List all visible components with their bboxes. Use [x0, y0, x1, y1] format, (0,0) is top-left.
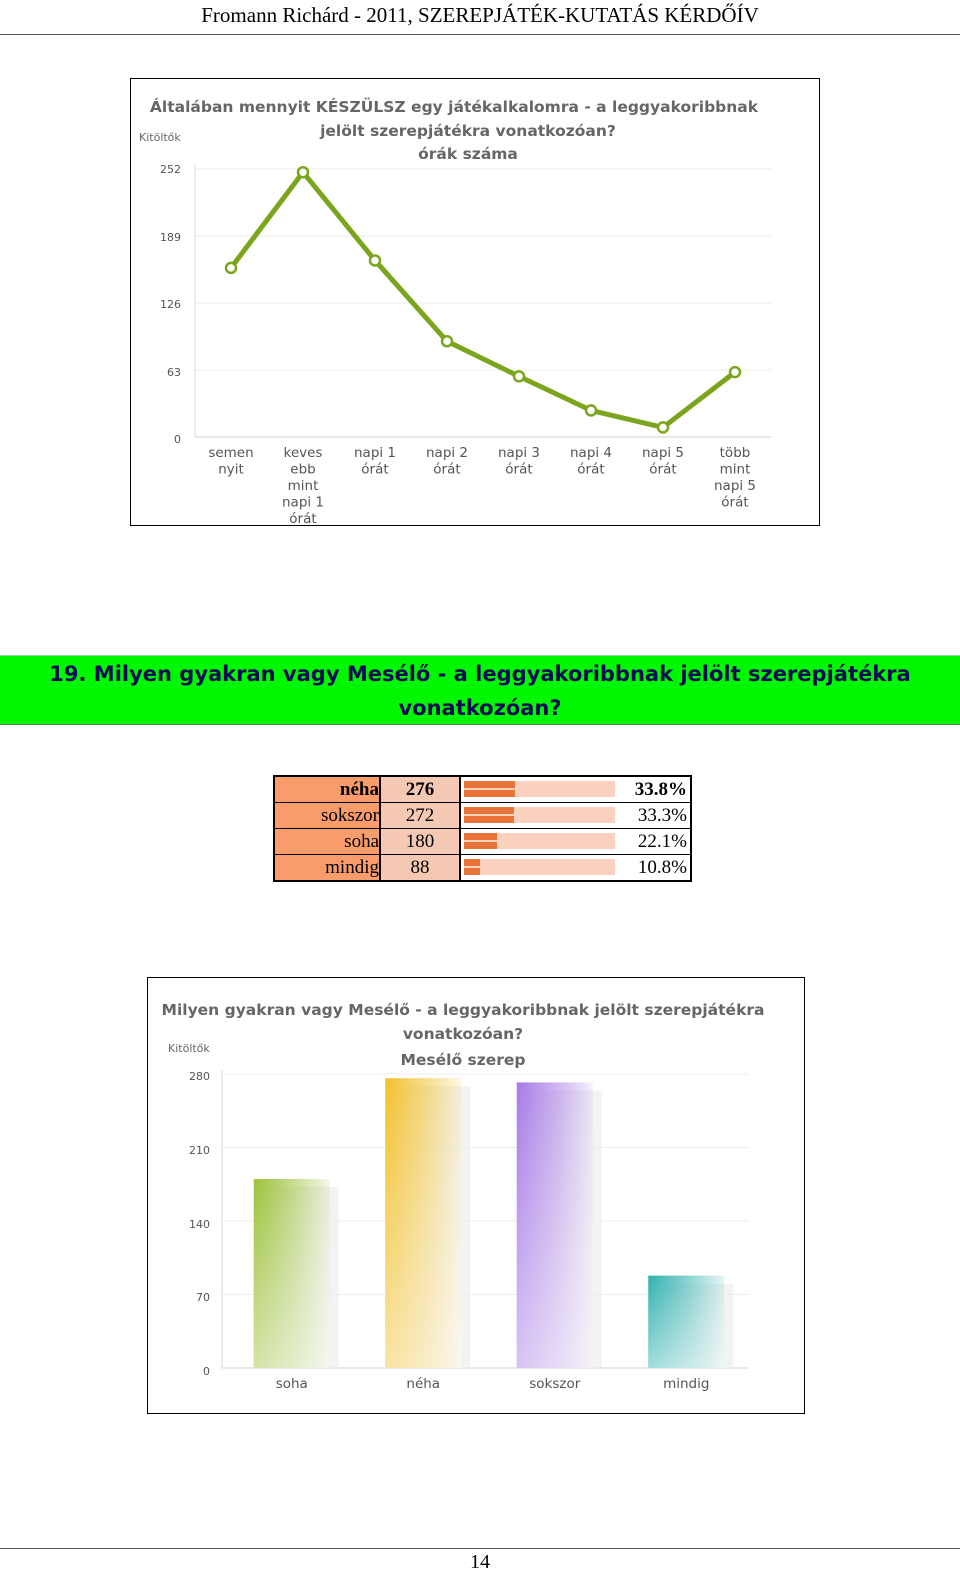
x-tick-label: néha [406, 1376, 440, 1392]
question-heading: 19. Milyen gyakran vagy Mesélő - a leggy… [0, 655, 960, 725]
row-bar-cell [460, 854, 617, 881]
chart-title-line3: Mesélő szerep [400, 1051, 525, 1069]
table-row: soha 180 22.1% [274, 828, 691, 855]
bar-fill [464, 781, 515, 797]
x-tick-label: napi 5 órát [642, 445, 684, 478]
row-bar-cell [460, 802, 617, 829]
x-axis-categories: semen nyit keves ebb mint napi 1 órát napi 1 órá… [208, 445, 756, 527]
x-tick-label: napi 3 órát [498, 445, 540, 478]
bar-highlight [516, 1082, 593, 1368]
bar-track [464, 859, 615, 875]
row-label: mindig [274, 854, 381, 881]
data-point [584, 404, 598, 417]
question-line2: vonatkozóan? [398, 696, 562, 720]
frequency-table: néha 276 33.8% sokszor 272 33.3% soha 18… [273, 775, 692, 882]
question-line1: 19. Milyen gyakran vagy Mesélő - a leggy… [49, 662, 911, 686]
bar-fill [464, 833, 497, 849]
bar-fill [464, 859, 480, 875]
data-point [512, 370, 526, 383]
row-percent: 10.8% [637, 856, 687, 878]
page-number: 14 [470, 1551, 490, 1573]
data-point [656, 421, 670, 434]
line-chart-svg: Általában mennyit KÉSZÜLSZ egy játékalka… [139, 97, 771, 527]
row-count: 180 [380, 828, 461, 855]
bar-track [464, 833, 615, 849]
data-point [224, 261, 238, 275]
chart-title-line3: órák száma [418, 145, 518, 163]
data-point [728, 365, 742, 379]
x-tick-label: mindig [663, 1376, 709, 1392]
y-tick-label: 280 [189, 1070, 210, 1083]
row-bar-cell [460, 828, 617, 855]
bar-highlight [648, 1275, 725, 1368]
y-tick-label: 0 [174, 433, 181, 446]
y-tick-label: 252 [160, 163, 181, 176]
y-tick-label: 140 [189, 1218, 210, 1231]
chart-title-line1: Milyen gyakran vagy Mesélő - a leggyakor… [162, 1001, 765, 1019]
page-footer: 14 [0, 1548, 960, 1574]
y-tick-label: 189 [160, 231, 181, 244]
x-tick-label: napi 2 órát [426, 445, 468, 478]
y-tick-label: 0 [203, 1365, 210, 1378]
bar-highlight [385, 1078, 462, 1368]
row-count: 272 [380, 802, 461, 829]
page-header: Fromann Richárd - 2011, SZEREPJÁTÉK-KUTA… [0, 0, 960, 35]
row-bar-cell [460, 776, 617, 803]
bar-track [464, 807, 615, 823]
row-percent: 33.3% [617, 802, 691, 829]
data-point [368, 254, 382, 267]
x-tick-label: több mint napi 5 órát [714, 445, 756, 511]
y-tick-label: 126 [160, 298, 181, 311]
row-count: 276 [380, 776, 461, 803]
gamemaster-bar-chart: Milyen gyakran vagy Mesélő - a leggyakor… [147, 977, 805, 1414]
chart-title-line2: jelölt szerepjátékra vonatkozóan? [319, 122, 616, 140]
x-tick-label: napi 1 órát [354, 445, 396, 478]
x-tick-label: soha [276, 1376, 308, 1392]
data-point [440, 335, 454, 348]
x-tick-label: sokszor [529, 1376, 580, 1392]
bar-highlight [253, 1179, 330, 1368]
chart-title-line1: Általában mennyit KÉSZÜLSZ egy játékalka… [150, 97, 759, 116]
line-series [224, 165, 742, 434]
data-point [296, 165, 310, 179]
y-axis-label: Kitöltők [139, 131, 181, 144]
row-label: soha [274, 828, 381, 855]
bar-chart-svg: Milyen gyakran vagy Mesélő - a leggyakor… [162, 1001, 765, 1392]
x-axis-categories: soha néha sokszor mindig [276, 1376, 710, 1392]
preparation-line-chart: Általában mennyit KÉSZÜLSZ egy játékalka… [130, 78, 820, 527]
bar-track [464, 781, 615, 797]
y-tick-label: 210 [189, 1144, 210, 1157]
y-tick-label: 70 [196, 1291, 210, 1304]
y-tick-label: 63 [167, 366, 181, 379]
x-tick-label: keves ebb mint napi 1 órát [282, 445, 324, 527]
chart-gridlines [194, 165, 771, 438]
bar-fill [464, 807, 514, 823]
chart-title-line2: vonatkozóan? [403, 1025, 523, 1043]
row-label: néha [274, 776, 381, 803]
row-count: 88 [380, 854, 461, 881]
series-line [229, 169, 737, 430]
y-axis-label: Kitöltők [168, 1042, 210, 1055]
bar-series [253, 1078, 734, 1368]
row-percent: 22.1% [617, 828, 691, 855]
table-row: mindig 88 10.8% [274, 854, 691, 881]
row-label: sokszor [274, 802, 381, 829]
x-tick-label: napi 4 órát [570, 445, 612, 478]
table-row: sokszor 272 33.3% [274, 802, 691, 829]
header-title: Fromann Richárd - 2011, SZEREPJÁTÉK-KUTA… [201, 3, 759, 27]
table-row: néha 276 33.8% [274, 776, 691, 803]
row-percent: 33.8% [617, 776, 691, 803]
x-tick-label: semen nyit [208, 445, 253, 478]
